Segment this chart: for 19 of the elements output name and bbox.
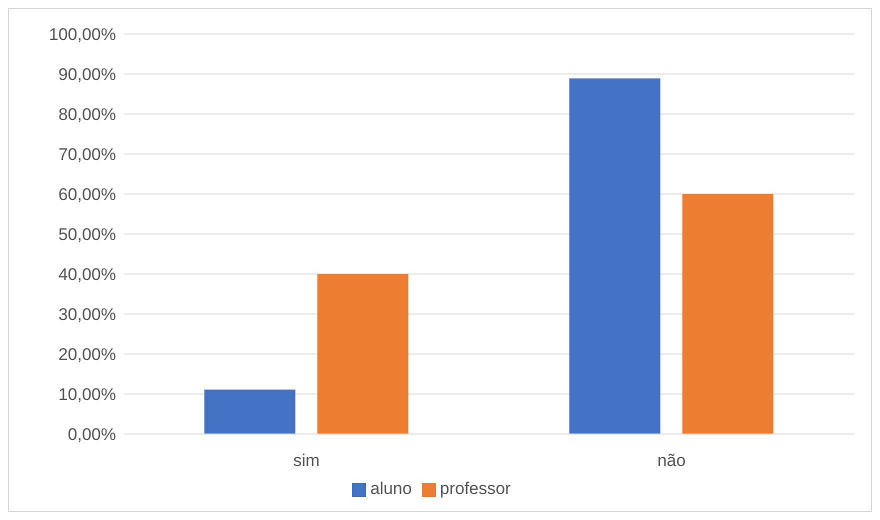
y-tick-label: 0,00%	[68, 425, 116, 444]
y-tick-label: 10,00%	[58, 385, 116, 404]
y-tick-label: 50,00%	[58, 225, 116, 244]
x-tick-label: sim	[293, 451, 320, 470]
legend-label: professor	[440, 479, 511, 498]
y-tick-label: 20,00%	[58, 345, 116, 364]
y-tick-label: 90,00%	[58, 65, 116, 84]
y-tick-label: 80,00%	[58, 105, 116, 124]
y-tick-label: 40,00%	[58, 265, 116, 284]
y-tick-label: 30,00%	[58, 305, 116, 324]
x-tick-label: não	[657, 451, 686, 470]
y-tick-label: 100,00%	[48, 25, 116, 44]
y-tick-label: 70,00%	[58, 145, 116, 164]
y-tick-label: 60,00%	[58, 185, 116, 204]
legend-label: aluno	[370, 479, 412, 498]
bar	[682, 194, 774, 434]
bar	[569, 78, 660, 434]
bar	[204, 390, 296, 434]
bar	[317, 274, 408, 434]
